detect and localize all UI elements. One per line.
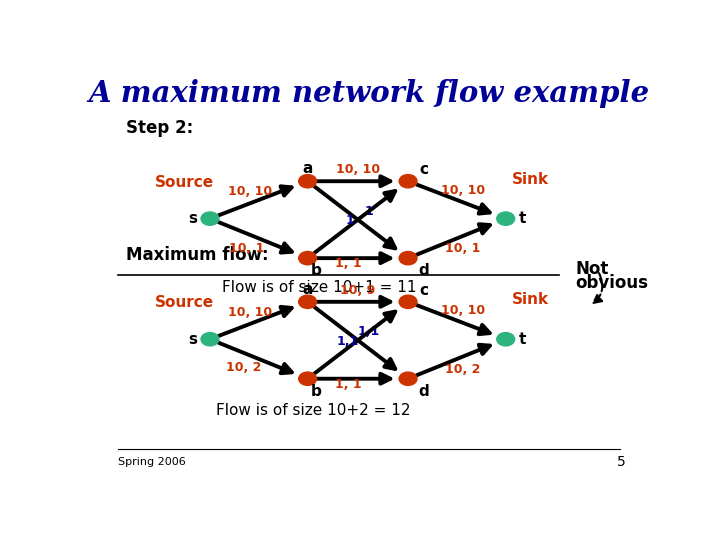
Circle shape bbox=[399, 174, 417, 188]
Text: Sink: Sink bbox=[512, 172, 549, 187]
Text: 1,1: 1,1 bbox=[358, 325, 380, 338]
Text: 1,1: 1,1 bbox=[336, 335, 359, 348]
Text: Maximum flow:: Maximum flow: bbox=[126, 246, 269, 264]
Text: a: a bbox=[302, 282, 312, 297]
Text: 10, 10: 10, 10 bbox=[336, 163, 380, 176]
Circle shape bbox=[299, 252, 317, 265]
Text: obvious: obvious bbox=[575, 274, 649, 292]
Circle shape bbox=[399, 372, 417, 386]
Text: t: t bbox=[519, 332, 526, 347]
Text: Step 2:: Step 2: bbox=[126, 119, 194, 137]
Text: 10, 10: 10, 10 bbox=[441, 184, 485, 197]
Text: Source: Source bbox=[156, 174, 215, 190]
Text: 5: 5 bbox=[617, 455, 626, 469]
Circle shape bbox=[299, 295, 317, 308]
Circle shape bbox=[399, 295, 417, 308]
Text: d: d bbox=[418, 384, 429, 399]
Text: 10, 2: 10, 2 bbox=[445, 363, 480, 376]
Text: s: s bbox=[189, 211, 198, 226]
Text: b: b bbox=[311, 263, 322, 278]
Text: s: s bbox=[189, 332, 198, 347]
Text: 10, 2: 10, 2 bbox=[226, 361, 261, 374]
Text: Spring 2006: Spring 2006 bbox=[118, 457, 186, 467]
Text: b: b bbox=[311, 384, 322, 399]
Text: t: t bbox=[519, 211, 526, 226]
Text: Flow is of size 10+2 = 12: Flow is of size 10+2 = 12 bbox=[216, 403, 410, 418]
Text: A maximum network flow example: A maximum network flow example bbox=[89, 79, 649, 109]
Circle shape bbox=[497, 212, 515, 225]
Text: 10, 10: 10, 10 bbox=[441, 303, 485, 316]
Text: 10, 1: 10, 1 bbox=[445, 242, 480, 255]
Text: c: c bbox=[419, 282, 428, 298]
Text: Sink: Sink bbox=[512, 292, 549, 307]
Text: 10, 10: 10, 10 bbox=[228, 306, 272, 319]
Text: d: d bbox=[418, 263, 429, 278]
Text: 10, 1: 10, 1 bbox=[228, 242, 264, 255]
Text: 10, 10: 10, 10 bbox=[228, 185, 272, 198]
Text: 1: 1 bbox=[345, 214, 354, 227]
Circle shape bbox=[201, 212, 219, 225]
Text: 1: 1 bbox=[364, 205, 374, 218]
Text: 10, 9: 10, 9 bbox=[341, 284, 375, 296]
Circle shape bbox=[497, 333, 515, 346]
Text: 1, 1: 1, 1 bbox=[335, 377, 361, 390]
Text: Not: Not bbox=[575, 260, 609, 278]
Circle shape bbox=[399, 252, 417, 265]
Circle shape bbox=[299, 372, 317, 386]
Text: Source: Source bbox=[156, 295, 215, 310]
Text: a: a bbox=[302, 161, 312, 176]
Circle shape bbox=[299, 174, 317, 188]
Circle shape bbox=[201, 333, 219, 346]
Text: 1, 1: 1, 1 bbox=[335, 257, 361, 270]
Text: Flow is of size 10+1 = 11: Flow is of size 10+1 = 11 bbox=[222, 280, 416, 295]
Text: c: c bbox=[419, 162, 428, 177]
